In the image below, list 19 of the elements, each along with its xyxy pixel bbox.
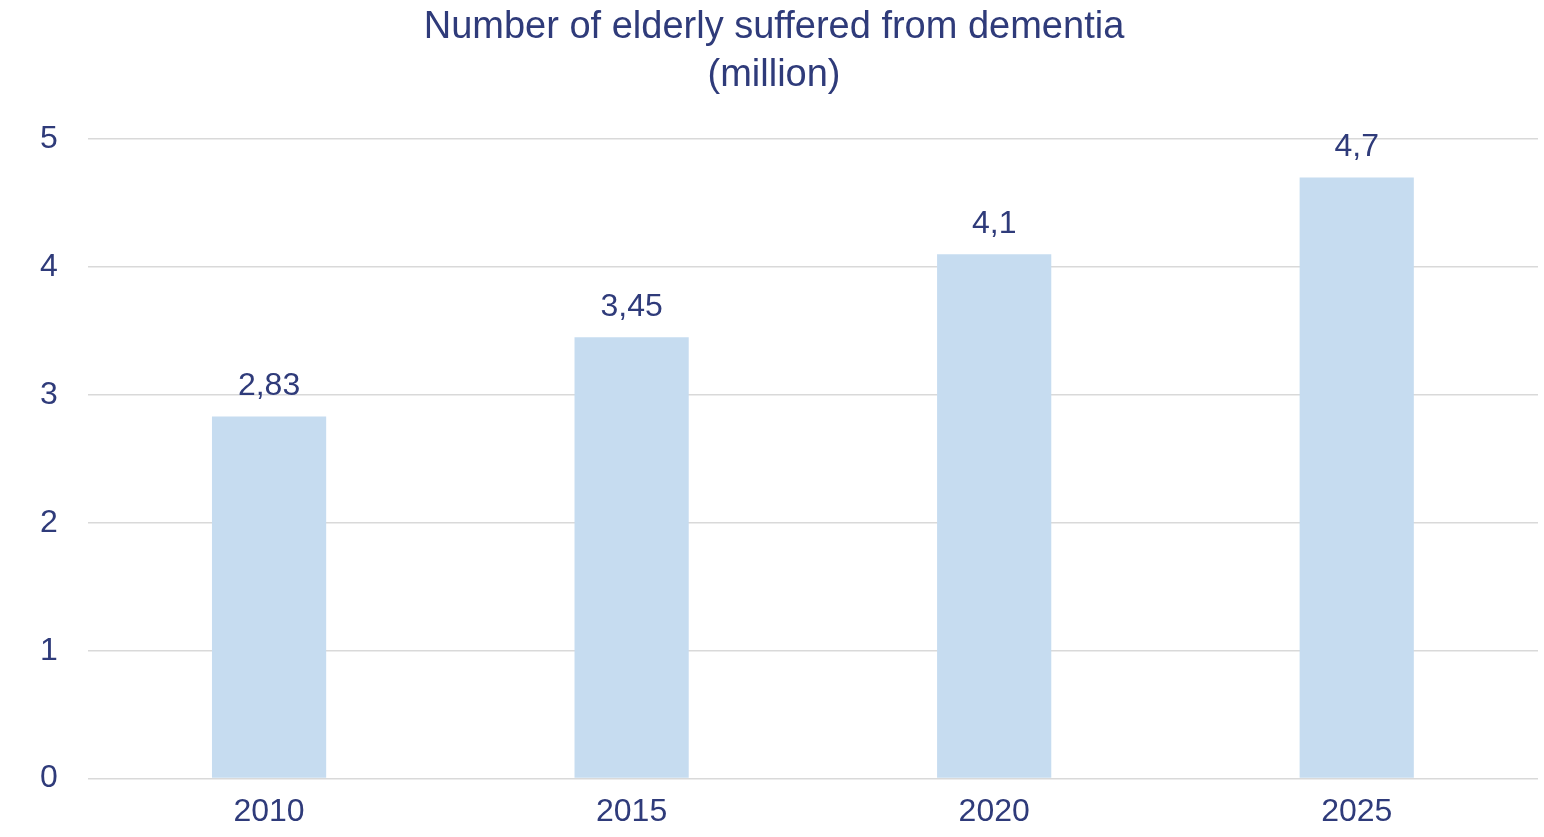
- data-label: 3,45: [600, 287, 663, 324]
- bar: [937, 254, 1052, 778]
- y-tick-label: 3: [40, 374, 58, 411]
- y-tick-label: 0: [40, 758, 58, 795]
- y-tick-label: 1: [40, 630, 58, 667]
- bar: [1299, 177, 1414, 778]
- x-tick-label: 2015: [596, 791, 668, 828]
- data-label: 4,1: [971, 203, 1017, 240]
- bar: [574, 337, 689, 778]
- data-label: 2,83: [237, 366, 301, 403]
- y-tick-label: 5: [40, 118, 58, 155]
- x-tick-label: 2025: [1321, 791, 1393, 828]
- bar: [211, 416, 327, 778]
- data-label: 4,7: [1334, 127, 1379, 164]
- x-tick-label: 2020: [958, 791, 1030, 828]
- y-tick-label: 2: [40, 502, 58, 539]
- y-tick-label: 4: [40, 246, 58, 283]
- x-tick-label: 2010: [233, 791, 305, 828]
- chart-title: Number of elderly suffered from dementia (million): [423, 4, 1126, 94]
